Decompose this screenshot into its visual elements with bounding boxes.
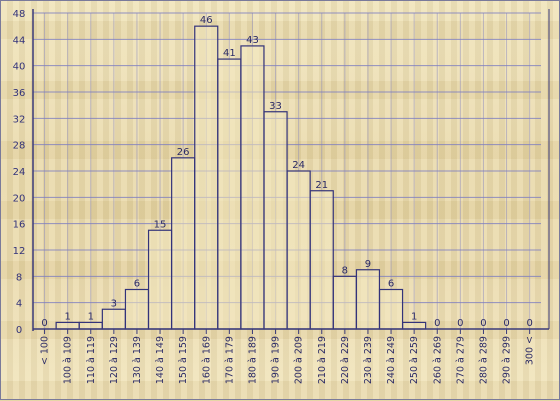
data-label: 8 bbox=[342, 265, 348, 276]
x-tick-label: 230 à 239 bbox=[363, 336, 374, 384]
data-label: 9 bbox=[365, 259, 371, 270]
x-tick-label: < 100 bbox=[40, 336, 51, 365]
bar bbox=[147, 229, 173, 330]
bar bbox=[171, 157, 196, 330]
x-tick-label: 240 à 249 bbox=[386, 336, 397, 384]
y-tick-label: 32 bbox=[13, 114, 26, 125]
y-tick-label: 44 bbox=[13, 35, 26, 46]
bar bbox=[263, 111, 288, 330]
bar bbox=[124, 288, 150, 330]
y-tick-label: 12 bbox=[13, 246, 26, 257]
data-label: 1 bbox=[64, 311, 70, 322]
bar bbox=[355, 269, 381, 330]
x-tick-label: 300 < bbox=[525, 336, 536, 365]
y-tick-label: 48 bbox=[13, 9, 26, 20]
bar bbox=[217, 58, 242, 330]
x-tick-label: 140 à 149 bbox=[155, 336, 166, 384]
x-tick-label: 100 à 109 bbox=[63, 336, 74, 384]
bar bbox=[286, 170, 311, 330]
x-tick-label: 220 à 229 bbox=[340, 336, 351, 384]
y-tick-label: 0 bbox=[16, 325, 22, 336]
y-tick-label: 16 bbox=[13, 220, 26, 231]
data-label: 6 bbox=[388, 279, 394, 290]
data-label: 33 bbox=[269, 101, 282, 112]
bar bbox=[402, 321, 427, 330]
y-tick-label: 28 bbox=[13, 141, 26, 152]
x-tick-label: 180 à 189 bbox=[247, 336, 258, 384]
x-tick-label: 120 à 129 bbox=[109, 336, 120, 384]
bars bbox=[55, 25, 427, 330]
bar bbox=[309, 190, 334, 330]
bar bbox=[378, 288, 404, 330]
data-label: 21 bbox=[315, 180, 328, 191]
x-tick-label: 210 à 219 bbox=[317, 336, 328, 384]
bar bbox=[101, 308, 126, 330]
x-tick-label: 190 à 199 bbox=[271, 336, 282, 384]
data-label: 0 bbox=[41, 318, 47, 329]
y-tick-label: 8 bbox=[16, 272, 22, 283]
data-label: 24 bbox=[292, 160, 305, 171]
data-label: 6 bbox=[134, 279, 140, 290]
x-tick-label: 280 à 289 bbox=[478, 336, 489, 384]
x-tick-label: 270 à 279 bbox=[455, 336, 466, 384]
data-label: 43 bbox=[246, 35, 259, 46]
y-tick-label: 24 bbox=[13, 167, 26, 178]
data-label: 0 bbox=[480, 318, 486, 329]
data-label: 0 bbox=[457, 318, 463, 329]
y-tick-label: 20 bbox=[13, 193, 26, 204]
x-tick-label: 260 à 269 bbox=[432, 336, 443, 384]
bar bbox=[194, 25, 219, 330]
x-tick-label: 290 à 299 bbox=[502, 336, 513, 384]
bar bbox=[332, 275, 357, 330]
bar bbox=[240, 45, 265, 330]
data-label: 1 bbox=[88, 311, 94, 322]
data-label: 0 bbox=[526, 318, 532, 329]
x-tick-label: 160 à 169 bbox=[201, 336, 212, 384]
data-label: 41 bbox=[223, 48, 236, 59]
axes bbox=[32, 9, 550, 334]
y-tick-label: 4 bbox=[16, 299, 22, 310]
data-label: 1 bbox=[411, 311, 417, 322]
x-tick-label: 130 à 139 bbox=[132, 336, 143, 384]
bar bbox=[55, 321, 80, 330]
y-tick-label: 40 bbox=[13, 62, 26, 73]
x-tick-label: 200 à 209 bbox=[294, 336, 305, 384]
x-tick-label: 110 à 119 bbox=[86, 336, 97, 384]
data-label: 3 bbox=[111, 298, 117, 309]
data-label: 46 bbox=[200, 15, 213, 26]
data-label: 15 bbox=[154, 219, 167, 230]
data-label: 26 bbox=[177, 147, 190, 158]
x-tick-label: 170 à 179 bbox=[224, 336, 235, 384]
bar bbox=[78, 321, 103, 330]
data-label: 0 bbox=[503, 318, 509, 329]
x-tick-label: 150 à 159 bbox=[178, 336, 189, 384]
y-tick-label: 36 bbox=[13, 88, 26, 99]
x-tick-label: 250 à 259 bbox=[409, 336, 420, 384]
data-label: 0 bbox=[434, 318, 440, 329]
